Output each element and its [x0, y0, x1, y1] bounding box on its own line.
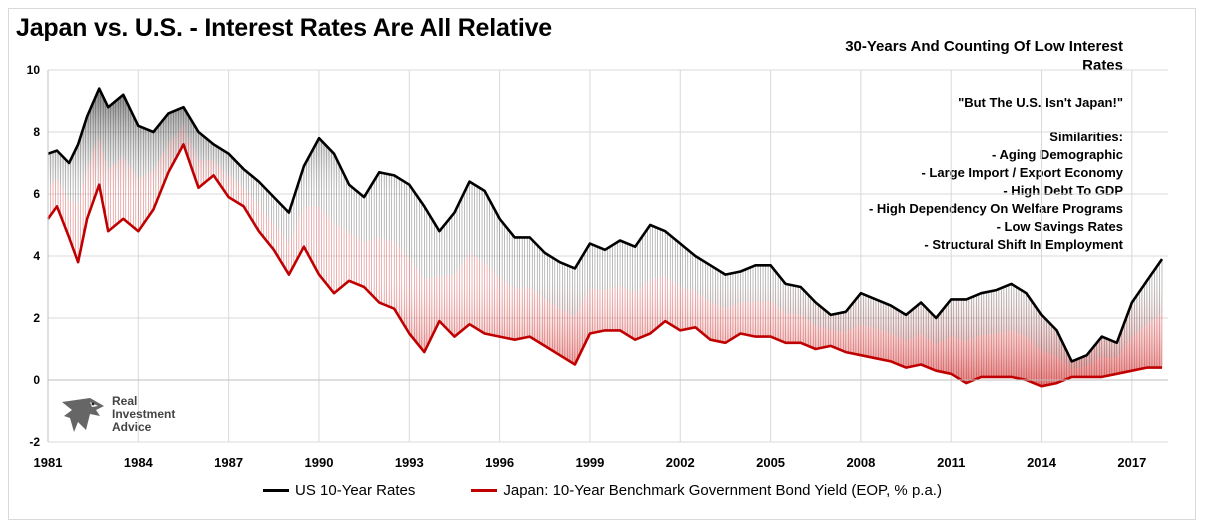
legend-swatch-us [263, 489, 290, 492]
subtitle-line: 30-Years And Counting Of Low Interest [845, 38, 1123, 55]
legend-item-japan: Japan: 10-Year Benchmark Government Bond… [471, 482, 942, 499]
logo-text: Real Investment Advice [112, 393, 176, 434]
logo-line: Advice [112, 419, 152, 434]
similarities-heading: Similarities: [1049, 129, 1123, 144]
chart-frame [8, 8, 1196, 520]
chart-title: Japan vs. U.S. - Interest Rates Are All … [16, 14, 552, 42]
similarity-item: - High Dependency On Welfare Programs [868, 201, 1123, 216]
subtitle: 30-Years And Counting Of Low Interest Ra… [845, 37, 1123, 75]
legend-label-us: US 10-Year Rates [295, 482, 416, 499]
chart-legend: US 10-Year Rates Japan: 10-Year Benchmar… [0, 482, 1205, 499]
eagle-head-icon [62, 398, 104, 432]
similarity-item: - Low Savings Rates [996, 219, 1123, 234]
similarity-item: - Aging Demographic [992, 147, 1123, 162]
legend-label-japan: Japan: 10-Year Benchmark Government Bond… [503, 482, 942, 499]
quote-annotation: "But The U.S. Isn't Japan!" [958, 95, 1123, 110]
subtitle-line: Rates [1082, 57, 1123, 74]
similarity-item: - High Debt To GDP [1003, 183, 1123, 198]
legend-item-us: US 10-Year Rates [263, 482, 415, 499]
logo-line: Investment [112, 406, 176, 421]
legend-swatch-japan [471, 489, 498, 492]
similarities-list: - Aging Demographic - Large Import / Exp… [869, 146, 1123, 254]
similarity-item: - Structural Shift In Employment [924, 237, 1123, 252]
brand-logo: Real Investment Advice [60, 394, 175, 434]
logo-line: Real [112, 393, 138, 408]
similarity-item: - Large Import / Export Economy [921, 165, 1123, 180]
